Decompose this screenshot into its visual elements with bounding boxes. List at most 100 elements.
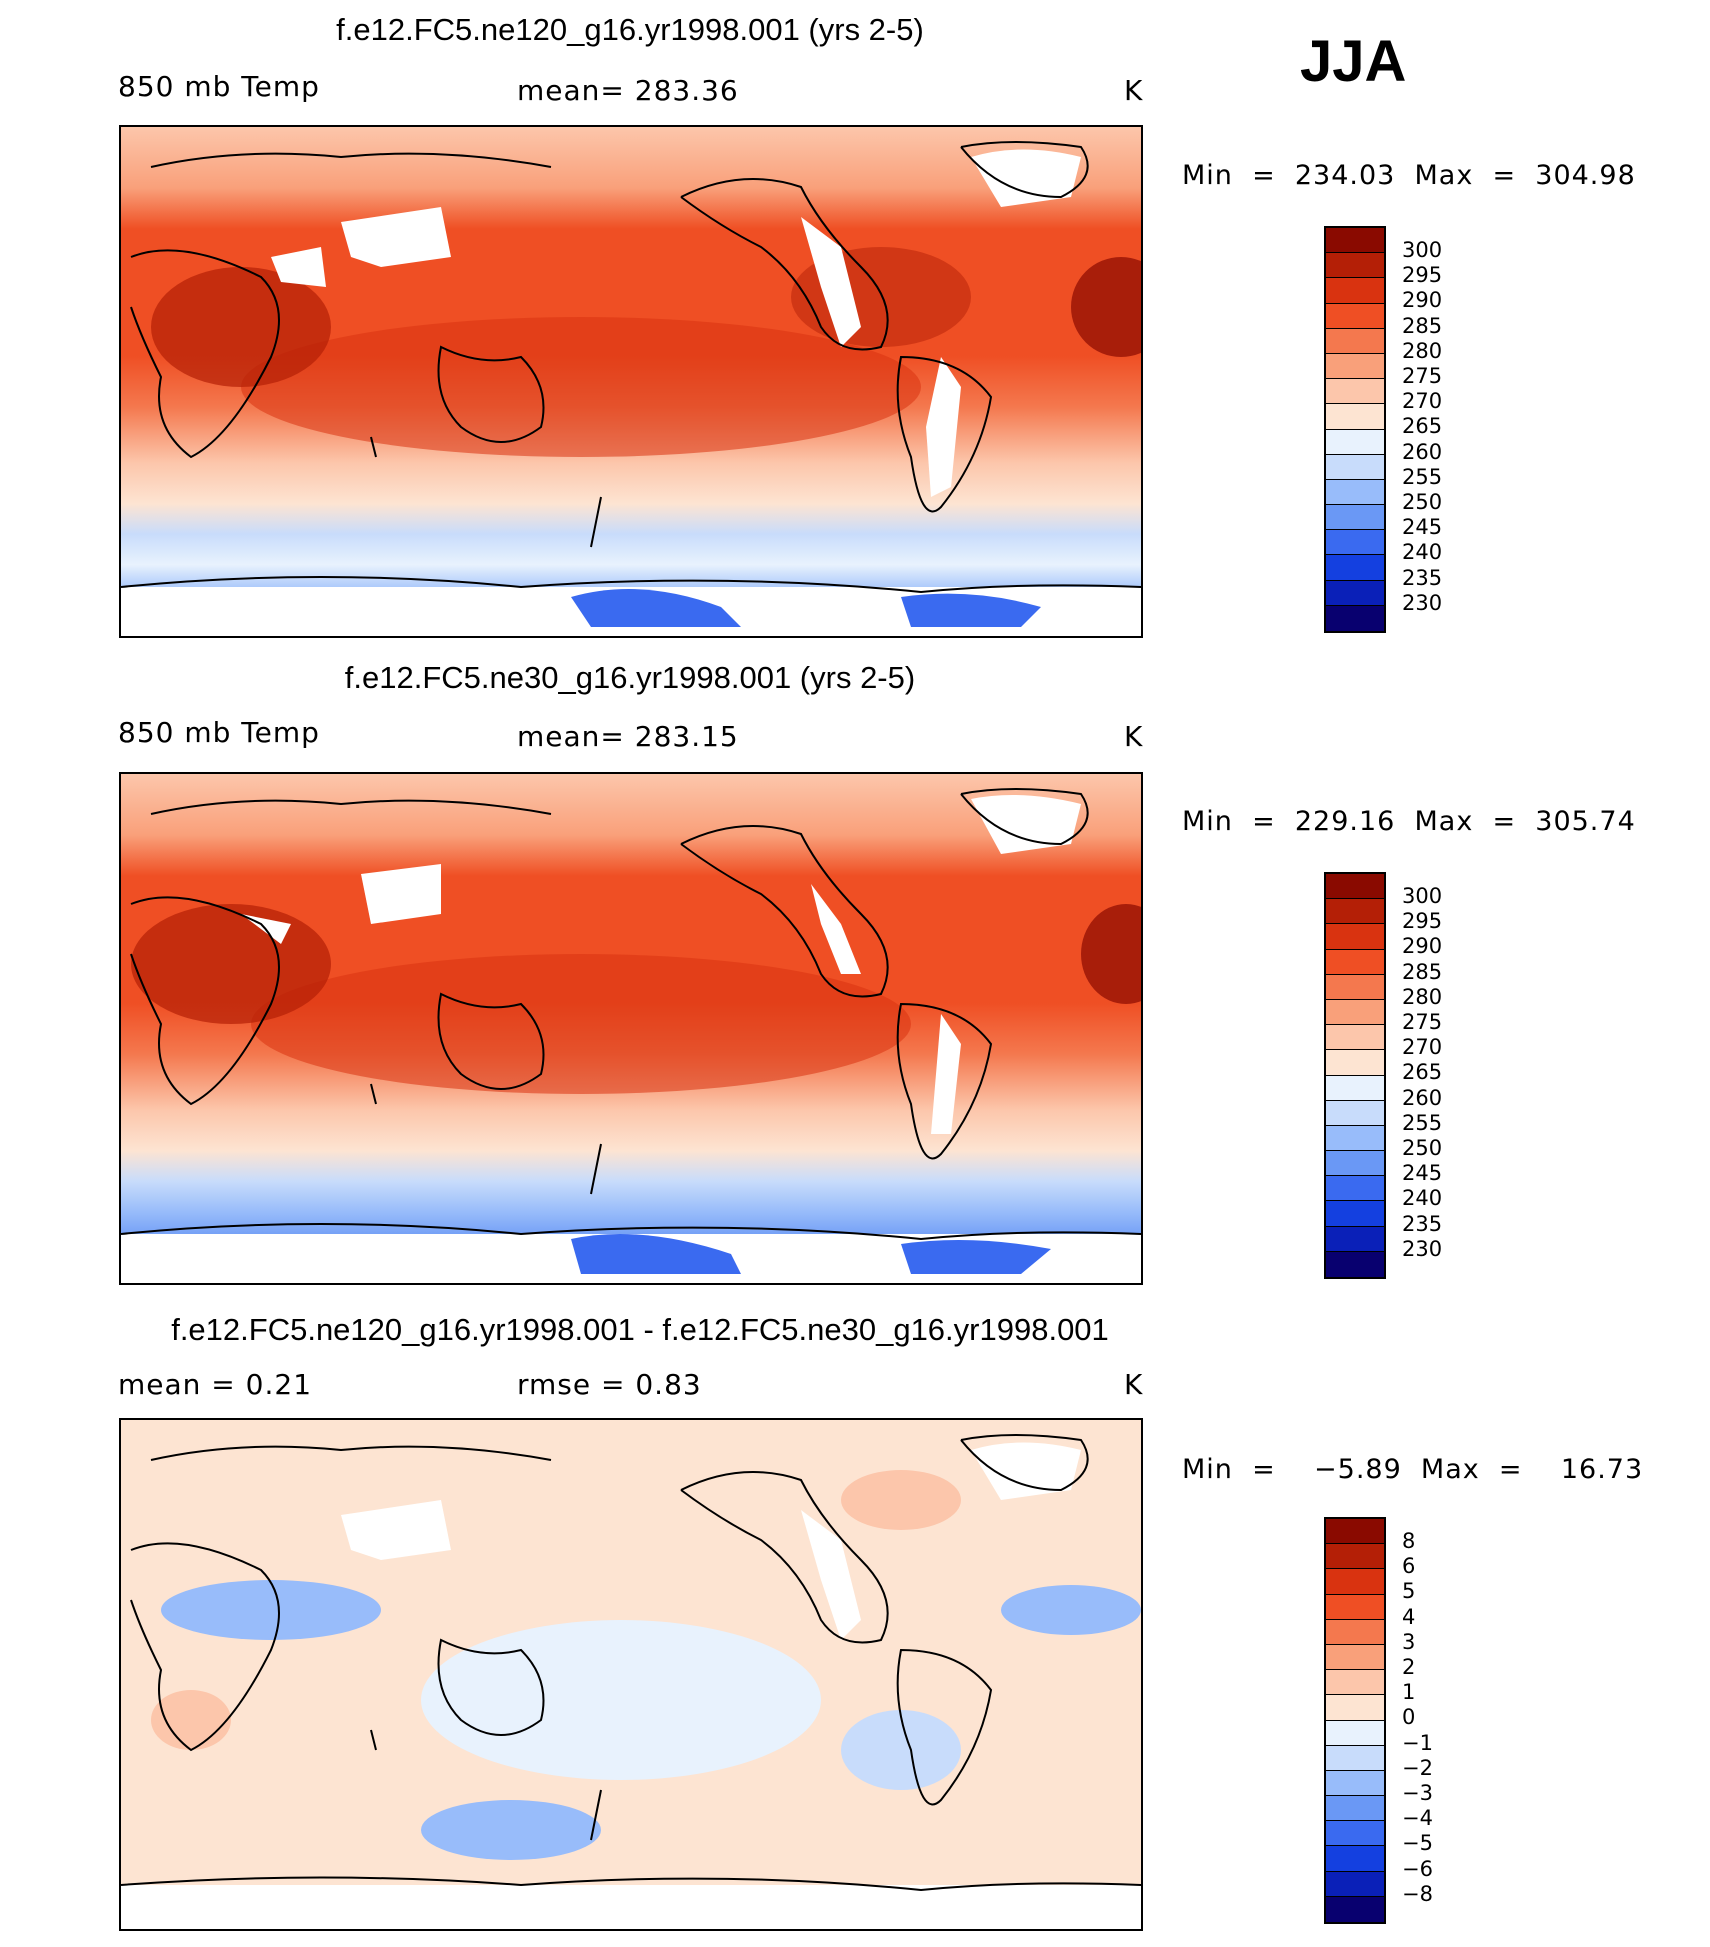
colorbar-cell [1326,1519,1384,1545]
colorbar-cell [1326,353,1384,380]
colorbar-cell [1326,404,1384,430]
colorbar-cell [1326,1821,1384,1847]
colorbar-tick-label: 260 [1402,1085,1443,1110]
colorbar-tick-label: 230 [1402,590,1443,615]
panel-3-rmse: rmse = 0.83 [517,1368,702,1401]
panel-1-map-svg [121,127,1141,636]
panel-2-field-label: 850 mb Temp [118,716,320,749]
colorbar-tick-label: 1 [1402,1680,1416,1705]
colorbar-tick-label: 255 [1402,464,1443,489]
colorbar-cell [1326,1125,1384,1152]
colorbar-cell [1326,999,1384,1026]
colorbar-cell [1326,1151,1384,1177]
colorbar-cell [1326,605,1384,631]
panel-1-title: f.e12.FC5.ne120_g16.yr1998.001 (yrs 2-5) [336,12,924,47]
panel-3-minmax: Min = −5.89 Max = 16.73 [1182,1454,1644,1485]
panel-1-minmax: Min = 234.03 Max = 304.98 [1182,160,1636,191]
colorbar-tick-label: 260 [1402,439,1443,464]
colorbar-cell [1326,974,1384,1000]
colorbar-tick-label: 6 [1402,1554,1416,1579]
colorbar-tick-label: 235 [1402,1211,1443,1236]
colorbar-tick-label: 2 [1402,1655,1416,1679]
colorbar-tick-label: 250 [1402,1136,1443,1160]
colorbar-cell [1326,454,1384,480]
colorbar-cell [1326,253,1384,279]
colorbar-tick-label: 255 [1402,1110,1443,1135]
panel-2-colorbar [1324,872,1386,1279]
panel-1-units: K [1124,74,1144,107]
colorbar-tick-label: −8 [1402,1881,1433,1906]
panel-2-title: f.e12.FC5.ne30_g16.yr1998.001 (yrs 2-5) [344,660,916,695]
panel-2-minmax: Min = 229.16 Max = 305.74 [1182,806,1636,837]
colorbar-cell [1326,1695,1384,1721]
panel-3-units: K [1124,1368,1144,1401]
colorbar-cell [1326,1619,1384,1645]
colorbar-cell [1326,1050,1384,1076]
panel-3-map-svg [121,1420,1141,1929]
panel-2-units: K [1124,720,1144,753]
colorbar-cell [1326,479,1384,506]
colorbar-tick-label: 240 [1402,540,1443,565]
colorbar-cell [1326,1896,1384,1922]
colorbar-tick-label: 5 [1402,1579,1416,1604]
colorbar-tick-label: 250 [1402,490,1443,514]
colorbar-cell [1326,924,1384,950]
panel-1-map [119,125,1143,638]
colorbar-tick-label: 265 [1402,414,1443,439]
colorbar-cell [1326,1770,1384,1797]
colorbar-cell [1326,1846,1384,1872]
season-label: JJA [1300,29,1407,94]
panel-3-map [119,1418,1143,1931]
colorbar-tick-label: 285 [1402,959,1443,984]
colorbar-tick-label: 290 [1402,288,1443,313]
colorbar-tick-label: 0 [1402,1705,1416,1730]
colorbar-tick-label: 295 [1402,263,1443,288]
colorbar-cell [1326,874,1384,900]
colorbar-cell [1326,1201,1384,1227]
colorbar-cell [1326,899,1384,925]
colorbar-cell [1326,1251,1384,1277]
colorbar-tick-label: 300 [1402,238,1443,262]
colorbar-tick-label: 4 [1402,1604,1416,1629]
colorbar-tick-label: 8 [1402,1529,1416,1553]
colorbar-tick-label: −5 [1402,1831,1433,1856]
colorbar-cell [1326,1569,1384,1595]
colorbar-tick-label: 245 [1402,515,1443,540]
colorbar-tick-label: 240 [1402,1186,1443,1211]
colorbar-tick-label: 275 [1402,364,1443,388]
colorbar-tick-label: 300 [1402,884,1443,908]
colorbar-cell [1326,949,1384,975]
colorbar-cell [1326,1745,1384,1771]
colorbar-tick-label: 290 [1402,934,1443,959]
panel-3-title: f.e12.FC5.ne120_g16.yr1998.001 - f.e12.F… [171,1312,1109,1347]
colorbar-tick-label: 275 [1402,1010,1443,1034]
panel-2-map-svg [121,774,1141,1283]
colorbar-tick-label: 270 [1402,389,1443,414]
colorbar-cell [1326,328,1384,354]
colorbar-cell [1326,1644,1384,1671]
colorbar-tick-label: 3 [1402,1629,1416,1654]
colorbar-cell [1326,530,1384,556]
colorbar-cell [1326,228,1384,254]
colorbar-tick-label: 230 [1402,1236,1443,1261]
colorbar-tick-label: 235 [1402,565,1443,590]
colorbar-cell [1326,1100,1384,1126]
colorbar-tick-label: 270 [1402,1035,1443,1060]
colorbar-tick-label: 280 [1402,338,1443,363]
colorbar-cell [1326,429,1384,455]
colorbar-cell [1326,1594,1384,1620]
colorbar-cell [1326,1796,1384,1822]
colorbar-cell [1326,580,1384,606]
panel-1-mean: mean= 283.36 [517,74,739,107]
colorbar-cell [1326,555,1384,581]
colorbar-tick-label: −1 [1402,1730,1433,1755]
colorbar-cell [1326,303,1384,329]
panel-3-mean: mean = 0.21 [118,1368,313,1401]
panel-3-colorbar [1324,1517,1386,1924]
colorbar-cell [1326,505,1384,531]
colorbar-cell [1326,1025,1384,1051]
colorbar-cell [1326,1670,1384,1696]
colorbar-cell [1326,1226,1384,1252]
colorbar-tick-label: −6 [1402,1856,1433,1881]
colorbar-cell [1326,1720,1384,1746]
